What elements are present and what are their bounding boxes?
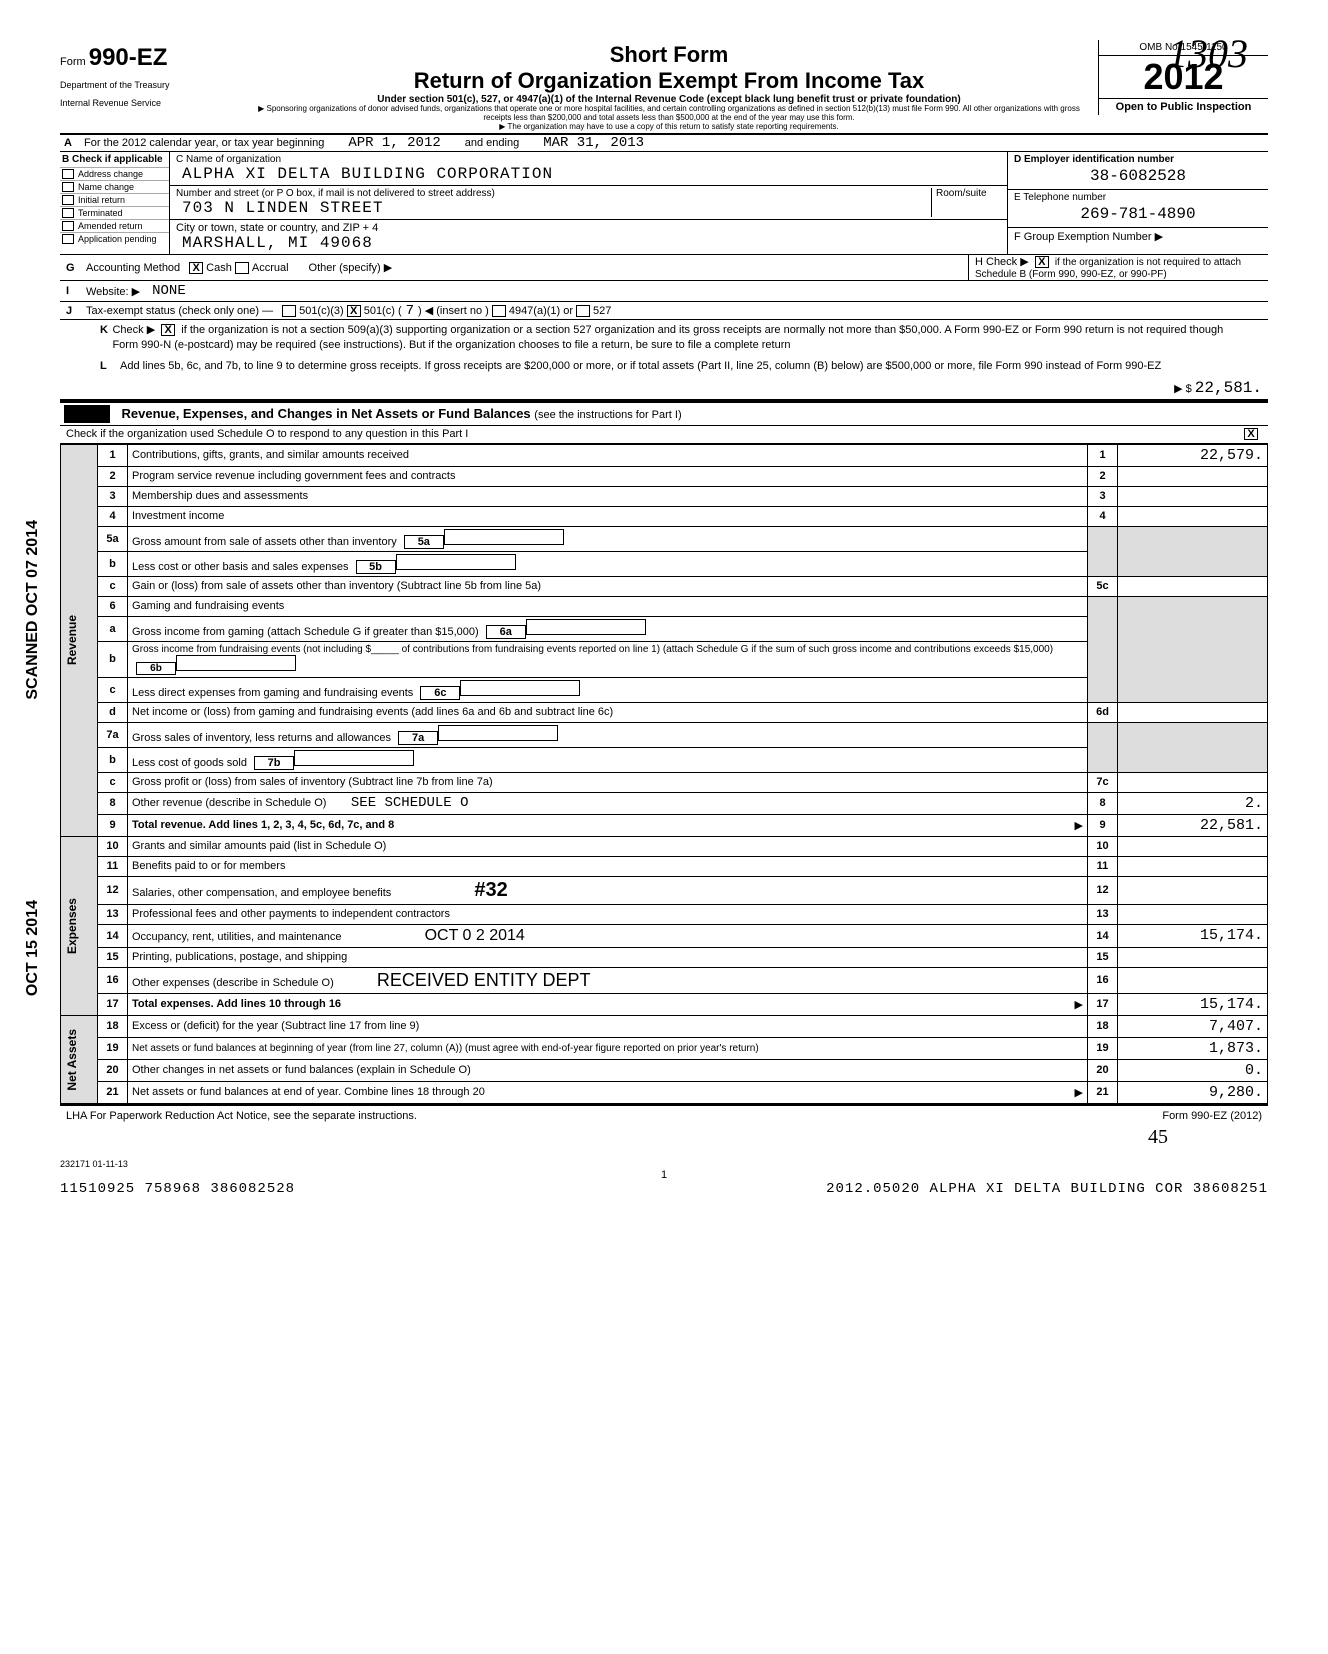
expenses-label: Expenses [65, 898, 79, 954]
footer-code: 232171 01-11-13 [60, 1149, 1268, 1169]
city-label: City or town, state or country, and ZIP … [176, 222, 378, 234]
col-b-checkboxes: B Check if applicable Address change Nam… [60, 152, 170, 254]
chk-k[interactable]: X [161, 324, 175, 336]
title-return: Return of Organization Exempt From Incom… [250, 68, 1088, 94]
stamp-oct15: OCT 15 2014 [24, 900, 42, 996]
501c-number: 7 [402, 303, 418, 319]
dept-treasury: Department of the Treasury [60, 80, 240, 90]
line20-amt: 0. [1118, 1059, 1268, 1081]
website: NONE [146, 281, 192, 301]
row-a-and: and ending [461, 135, 523, 151]
form-footer: Form 990-EZ (2012) [1162, 1110, 1262, 1122]
chk-part1-schedo[interactable]: X [1244, 428, 1258, 440]
d-label: D Employer identification number [1014, 154, 1174, 165]
footer-client: 2012.05020 ALPHA XI DELTA BUILDING COR 3… [826, 1181, 1268, 1197]
stamp-oct2: OCT 0 2 2014 [425, 927, 525, 944]
line14-amt: 15,174. [1118, 924, 1268, 947]
chk-cash[interactable]: X [189, 262, 203, 274]
scribble-45: 45 [60, 1126, 1268, 1149]
chk-initial-return[interactable] [62, 195, 74, 205]
stamp-received: RECEIVED ENTITY DEPT [377, 970, 591, 990]
line8-schedo: SEE SCHEDULE O [351, 795, 469, 811]
identification-block: B Check if applicable Address change Nam… [60, 152, 1268, 255]
gross-receipts: 22,581. [1195, 379, 1262, 397]
k-text: if the organization is not a section 509… [112, 324, 1223, 351]
form-header: Form 990-EZ Department of the Treasury I… [60, 40, 1268, 135]
form-number: 990-EZ [89, 44, 168, 71]
ein: 38-6082528 [1014, 165, 1262, 187]
line18-amt: 7,407. [1118, 1015, 1268, 1037]
chk-amended[interactable] [62, 221, 74, 231]
f-label: F Group Exemption Number ▶ [1014, 231, 1163, 243]
line21-amt: 9,280. [1118, 1081, 1268, 1103]
chk-501c3[interactable] [282, 305, 296, 317]
title-short-form: Short Form [250, 42, 1088, 68]
page-number: 1 [60, 1169, 1268, 1181]
org-city: MARSHALL, MI 49068 [176, 234, 1001, 252]
part1-check-text: Check if the organization used Schedule … [60, 426, 1241, 442]
title-note1: ▶ Sponsoring organizations of donor advi… [250, 105, 1088, 123]
revenue-label: Revenue [65, 615, 79, 665]
part1-table: Revenue 1Contributions, gifts, grants, a… [60, 444, 1268, 1104]
footer-id: 11510925 758968 386082528 [60, 1181, 295, 1197]
l-text: Add lines 5b, 6c, and 7b, to line 9 to d… [120, 359, 1161, 374]
chk-name-change[interactable] [62, 182, 74, 192]
row-a: A For the 2012 calendar year, or tax yea… [60, 135, 1268, 152]
net-assets-label: Net Assets [65, 1029, 79, 1091]
chk-h[interactable]: X [1035, 256, 1049, 268]
j-label: Tax-exempt status (check only one) — [80, 303, 279, 319]
h-label: H Check ▶ [975, 256, 1029, 268]
part-1-header: Part I Revenue, Expenses, and Changes in… [60, 401, 1268, 426]
chk-527[interactable] [576, 305, 590, 317]
c-label: C Name of organization [176, 154, 281, 165]
stamp-32: #32 [474, 879, 507, 901]
line17-amt: 15,174. [1118, 993, 1268, 1015]
chk-terminated[interactable] [62, 208, 74, 218]
row-a-label: For the 2012 calendar year, or tax year … [80, 135, 328, 151]
stamp-scanned: SCANNED OCT 07 2014 [24, 520, 42, 700]
chk-501c[interactable]: X [347, 305, 361, 317]
line9-amt: 22,581. [1118, 814, 1268, 836]
chk-accrual[interactable] [235, 262, 249, 274]
chk-address-change[interactable] [62, 169, 74, 179]
room-suite-label: Room/suite [931, 188, 1001, 217]
lha-notice: LHA For Paperwork Reduction Act Notice, … [66, 1110, 417, 1122]
dept-irs: Internal Revenue Service [60, 98, 240, 108]
org-street: 703 N LINDEN STREET [176, 199, 931, 217]
tax-year-begin: APR 1, 2012 [328, 135, 460, 151]
title-note2: ▶ The organization may have to use a cop… [250, 123, 1088, 132]
g-label: Accounting Method [80, 260, 186, 276]
tax-year-end: MAR 31, 2013 [523, 135, 664, 151]
e-label: E Telephone number [1014, 192, 1106, 203]
line1-amt: 22,579. [1118, 444, 1268, 466]
phone: 269-781-4890 [1014, 203, 1262, 225]
line19-amt: 1,873. [1118, 1037, 1268, 1059]
part-1-label: Part I [64, 405, 110, 423]
chk-app-pending[interactable] [62, 234, 74, 244]
i-label: Website: ▶ [80, 283, 146, 300]
open-to-public: Open to Public Inspection [1099, 98, 1268, 115]
handwritten-note: 1303 [1168, 30, 1248, 77]
addr-label: Number and street (or P O box, if mail i… [176, 188, 495, 199]
chk-4947[interactable] [492, 305, 506, 317]
form-label: Form [60, 56, 86, 68]
org-name: ALPHA XI DELTA BUILDING CORPORATION [176, 165, 1001, 183]
line8-amt: 2. [1118, 792, 1268, 814]
